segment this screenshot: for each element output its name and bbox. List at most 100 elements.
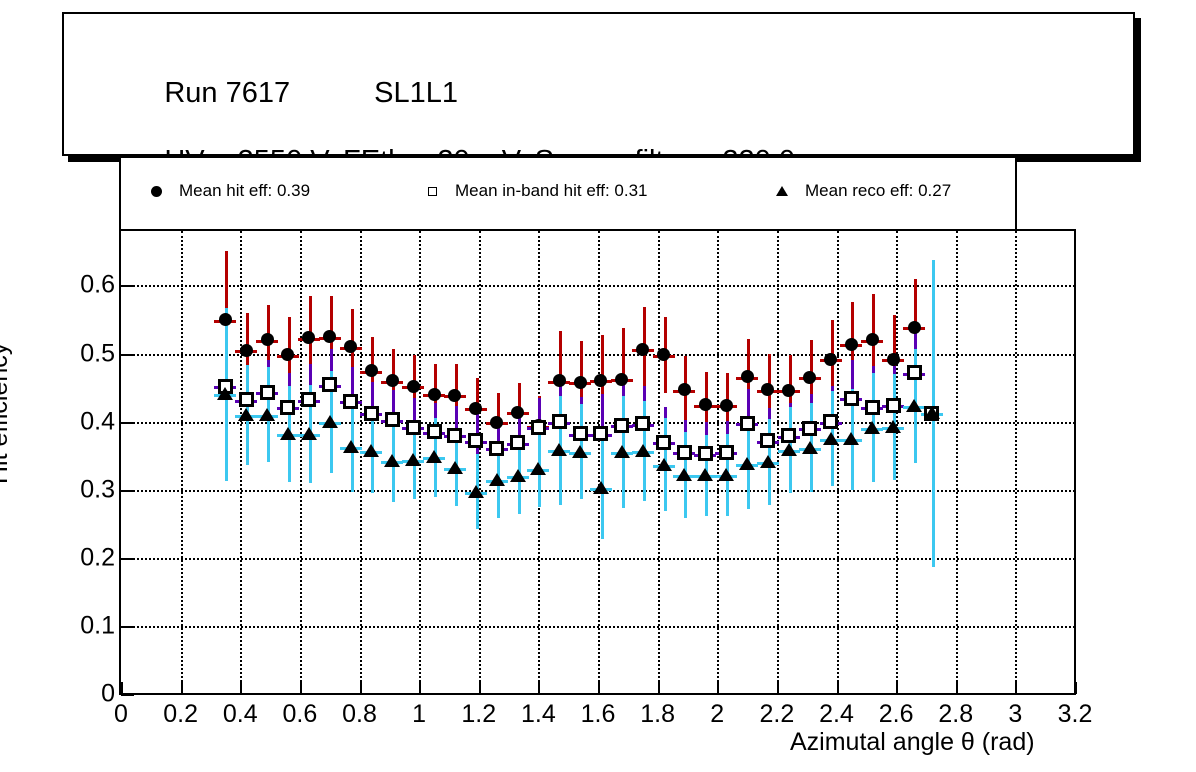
x-tick-label: 1.8 <box>640 700 676 728</box>
reco-eff-marker <box>843 432 860 446</box>
plot-area <box>121 231 1075 694</box>
x-tick <box>478 682 481 694</box>
x-tick <box>955 682 958 694</box>
inband-hit-eff-marker <box>238 392 254 408</box>
hit-eff-marker <box>281 348 295 362</box>
hit-eff-marker <box>448 388 462 402</box>
x-tick-label: 0.2 <box>163 700 199 728</box>
reco-eff-marker <box>488 473 505 487</box>
hit-eff-marker <box>552 374 566 388</box>
reco-eff-marker <box>426 450 443 464</box>
x-tick <box>121 682 123 694</box>
y-tick <box>121 694 134 696</box>
inband-hit-eff-marker <box>823 414 839 430</box>
inband-hit-eff-marker <box>510 435 525 451</box>
y-tick-label: 0.3 <box>80 475 115 504</box>
y-tick <box>121 285 134 288</box>
legend-entry-3: Mean reco eff: 0.27 <box>771 180 951 208</box>
reco-eff-marker <box>592 480 609 494</box>
x-tick <box>776 682 779 694</box>
hit-eff-marker <box>886 352 900 366</box>
inband-hit-eff-marker <box>676 444 692 460</box>
x-tick <box>1075 682 1077 694</box>
inband-hit-eff-marker <box>363 405 379 421</box>
inband-hit-eff-marker <box>468 433 484 449</box>
open-square-marker <box>421 181 443 201</box>
reco-eff-marker <box>259 407 276 421</box>
hit-eff-marker <box>844 337 858 351</box>
x-tick <box>598 682 600 694</box>
gridline-vertical <box>717 231 720 694</box>
x-tick <box>240 682 243 694</box>
x-tick-label: 3.2 <box>1057 700 1093 728</box>
x-tick-label: 0.4 <box>222 700 258 728</box>
hit-eff-marker <box>364 364 378 378</box>
hit-eff-marker <box>782 383 796 397</box>
x-tick-label: 0.8 <box>342 700 377 728</box>
reco-eff-marker <box>885 420 902 434</box>
reco-eff-marker <box>384 454 401 468</box>
inband-hit-eff-marker <box>802 420 818 436</box>
y-tick-label: 0.1 <box>80 611 115 640</box>
hit-eff-marker <box>385 374 399 388</box>
hit-eff-marker <box>636 342 650 356</box>
gridline-vertical <box>896 231 899 694</box>
legend-entries: Mean hit eff: 0.39 Mean in-band hit eff: … <box>121 158 1015 230</box>
inband-hit-eff-marker <box>593 426 609 442</box>
y-tick <box>121 557 134 560</box>
hit-eff-marker <box>573 375 587 389</box>
gridline-vertical <box>598 231 600 694</box>
title-line-run: Run 7617 SL1L1 <box>116 44 458 143</box>
reco-eff-marker <box>923 406 940 420</box>
reco-eff-marker <box>634 443 651 457</box>
filled-circle-marker-glyph <box>150 185 162 197</box>
inband-hit-eff-marker <box>760 433 776 449</box>
reco-eff-marker <box>551 443 568 457</box>
reco-eff-marker <box>572 444 589 458</box>
y-tick <box>121 489 134 492</box>
gridline-horizontal <box>121 421 1075 424</box>
gridline-horizontal <box>121 285 1075 288</box>
inband-hit-eff-marker <box>572 426 588 442</box>
inband-hit-eff-marker <box>405 419 421 435</box>
hit-eff-marker <box>469 401 483 415</box>
inband-hit-eff-marker <box>656 434 672 450</box>
reco-eff-marker <box>613 445 630 459</box>
hit-eff-marker <box>344 340 358 354</box>
legend-entry-2: Mean in-band hit eff: 0.31 <box>421 180 648 208</box>
inband-hit-eff-marker <box>781 428 797 444</box>
x-tick-label: 2.8 <box>938 700 974 728</box>
x-tick <box>1015 682 1018 694</box>
reco-eff-marker <box>718 467 735 481</box>
filled-triangle-marker <box>771 181 793 201</box>
inband-hit-eff-marker <box>280 399 296 415</box>
inband-hit-eff-marker <box>447 427 463 443</box>
reco-eff-marker <box>676 467 693 481</box>
hit-eff-marker <box>615 372 629 386</box>
reco-eff-marker <box>363 443 380 457</box>
reco-eff-marker <box>342 439 359 453</box>
y-tick-label: 0.2 <box>80 543 115 572</box>
reco-eff-marker <box>238 407 255 421</box>
gridline-vertical <box>955 231 958 694</box>
legend-entry-1: Mean hit eff: 0.39 <box>145 180 310 208</box>
reco-eff-marker <box>509 469 526 483</box>
hit-eff-marker <box>698 398 712 412</box>
hit-eff-marker <box>740 370 754 384</box>
x-axis-title: Azimutal angle θ (rad) <box>790 728 1035 756</box>
reco-eff-marker <box>279 426 296 440</box>
reco-eff-marker <box>780 443 797 457</box>
run-label: Run 7617 <box>164 77 291 109</box>
y-tick-label: 0 <box>101 679 115 708</box>
gridline-vertical <box>359 231 362 694</box>
hit-eff-marker <box>761 383 775 397</box>
x-tick-label: 2 <box>710 700 725 728</box>
inband-hit-eff-marker <box>384 412 400 428</box>
gridline-horizontal <box>121 625 1075 628</box>
hit-eff-marker <box>511 405 524 419</box>
legend-box: Mean hit eff: 0.39 Mean in-band hit eff: … <box>119 158 1017 230</box>
inband-hit-eff-marker <box>343 393 359 409</box>
reco-eff-marker <box>822 431 839 445</box>
hit-eff-marker <box>218 313 232 326</box>
